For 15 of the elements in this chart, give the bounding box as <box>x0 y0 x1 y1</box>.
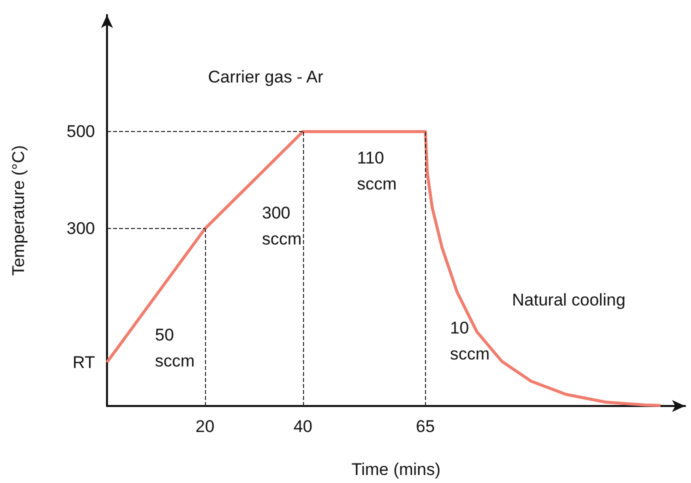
x-axis-title: Time (mins) <box>351 460 441 479</box>
annotation: Carrier gas - Ar <box>208 68 324 86</box>
annotation: 300 sccm <box>262 204 302 248</box>
x-tick-label: 65 <box>416 417 435 436</box>
annotation: 10 sccm <box>450 318 490 364</box>
y-tick-label: 500 <box>66 122 95 142</box>
annotation: 110 sccm <box>357 148 397 194</box>
x-tick-label: 40 <box>293 417 312 436</box>
annotation: Natural cooling <box>512 290 626 310</box>
line-series <box>106 130 662 408</box>
x-tick-label: 20 <box>196 417 214 436</box>
y-axis-title: Temperature (°C) <box>9 145 28 276</box>
y-tick-label: RT <box>72 352 95 372</box>
annotation: 50 sccm <box>155 326 195 370</box>
y-tick-label: 300 <box>66 219 95 238</box>
